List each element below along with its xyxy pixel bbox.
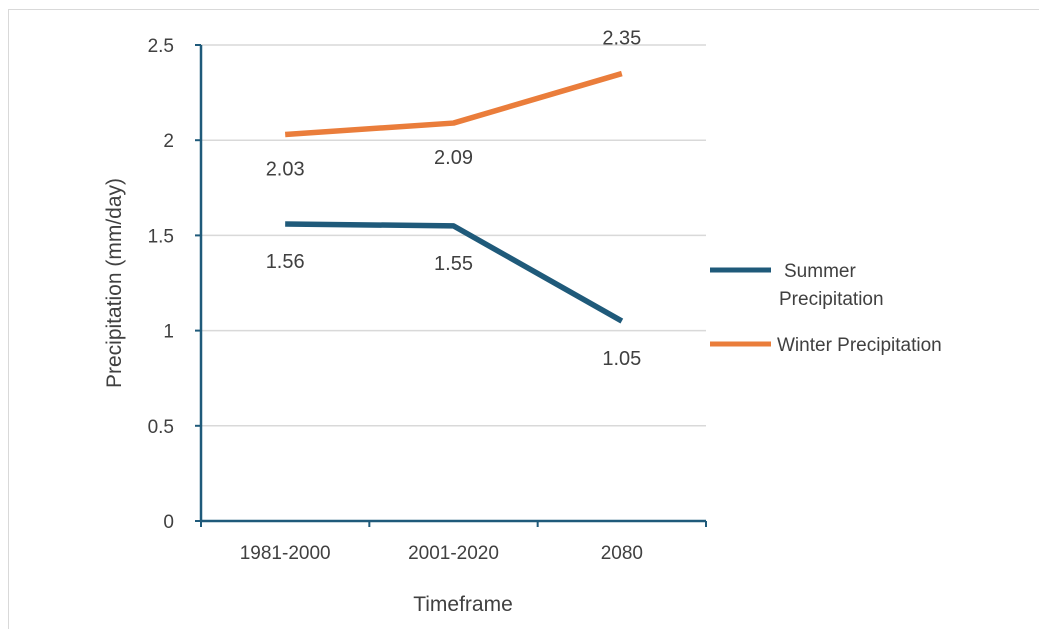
y-axis-title: Precipitation (mm/day) [103,178,126,388]
series-lines [284,70,624,324]
y-tick-label: 0 [163,512,174,533]
y-tick-labels: 0 0.5 1 1.5 2 2.5 [148,36,174,533]
x-tick-label: 2001-2020 [408,543,499,564]
data-label: 2.03 [266,158,305,180]
legend-label-summer: Summer Precipitation [779,261,884,310]
legend-label-winter: Winter Precipitation [777,335,942,356]
x-tick-label: 1981-2000 [240,543,331,564]
data-label: 1.55 [434,253,473,275]
series-line-summer[interactable] [285,221,624,324]
y-tick-label: 2.5 [148,36,174,57]
x-tick-label: 2080 [601,543,643,564]
legend-item-summer[interactable]: Summer Precipitation [710,261,884,310]
chart-frame [8,9,1039,629]
y-tick-label: 1 [163,322,174,343]
legend-label-summer-line1: Summer [784,261,856,282]
y-tick-label: 2 [163,131,174,152]
legend: Summer Precipitation Winter Precipitatio… [710,261,942,356]
data-label: 1.56 [266,251,305,273]
axes [199,45,706,523]
y-tick-label: 0.5 [148,417,174,438]
data-label: 2.35 [602,28,641,50]
legend-label-summer-line2: Precipitation [779,289,884,310]
x-axis-title: Timeframe [413,593,513,616]
y-tick-label: 1.5 [148,226,174,247]
data-label: 2.09 [434,147,473,169]
gridlines [195,44,707,527]
series-line-winter[interactable] [284,70,623,138]
data-label: 1.05 [602,348,641,370]
x-tick-labels: 1981-2000 2001-2020 2080 [240,543,643,564]
legend-item-winter[interactable]: Winter Precipitation [710,335,942,356]
data-labels: 1.56 1.55 1.05 2.03 2.09 2.35 [266,28,642,371]
